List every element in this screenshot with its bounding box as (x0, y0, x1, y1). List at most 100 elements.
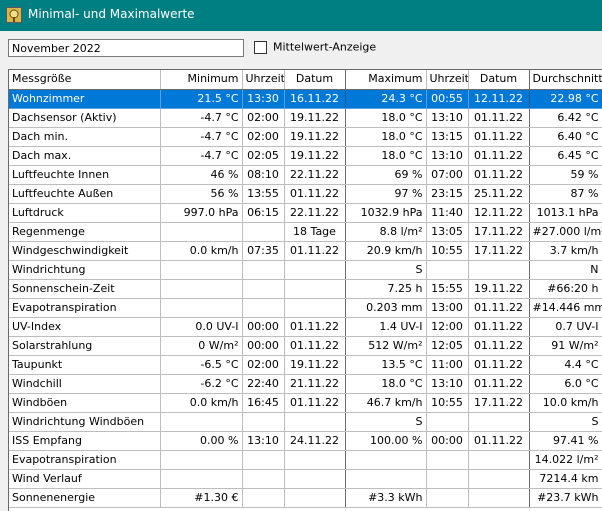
cell-min-date: 16.11.22 (284, 89, 346, 109)
table-row[interactable]: Luftdruck 997.0 hPa 06:15 22.11.22 1032.9 hP… (9, 203, 602, 223)
cell-maximum: 18.0 °C (345, 108, 427, 128)
cell-min-date (284, 412, 346, 432)
cell-max-time: 12:00 (426, 317, 469, 337)
cell-min-date: 01.11.22 (284, 184, 346, 204)
cell-max-date: 01.11.22 (468, 336, 530, 356)
cell-max-time: 07:00 (426, 165, 469, 185)
cell-maximum: 18.0 °C (345, 146, 427, 166)
table-row[interactable]: Wind Verlauf 7214.4 km (9, 469, 602, 489)
table-row[interactable]: Windböen 0.0 km/h 16:45 01.11.22 46.7 km/h 10… (9, 393, 602, 413)
cell-measure: Windrichtung (9, 260, 161, 280)
cell-max-time: 13:05 (426, 222, 469, 242)
cell-max-date: 01.11.22 (468, 374, 530, 394)
table-row[interactable]: Evapotranspiration 14.022 l/m² (9, 450, 602, 470)
cell-minimum (160, 260, 243, 280)
table-row[interactable]: ISS Empfang 0.00 % 13:10 24.11.22 100.00 % 00… (9, 431, 602, 451)
column-header-min-time[interactable]: Uhrzeit (242, 70, 285, 90)
cell-maximum: 1.4 UV-I (345, 317, 427, 337)
table-row[interactable]: Windrichtung Windböen S S (9, 412, 602, 432)
cell-minimum (160, 412, 243, 432)
cell-max-time: 11:00 (426, 355, 469, 375)
cell-min-time: 02:00 (242, 108, 285, 128)
cell-average: 4.4 °C (529, 355, 602, 375)
column-header-average[interactable]: Durchschnitt (529, 70, 602, 90)
cell-maximum: 100.00 % (345, 431, 427, 451)
table-row[interactable]: Evapotranspiration 0.203 mm 13:00 01.11.22 #… (9, 298, 602, 318)
cell-max-date: 01.11.22 (468, 165, 530, 185)
cell-min-date: 01.11.22 (284, 317, 346, 337)
column-header-max-time[interactable]: Uhrzeit (426, 70, 469, 90)
column-header-maximum[interactable]: Maximum (345, 70, 427, 90)
cell-min-time: 16:45 (242, 393, 285, 413)
cell-minimum (160, 279, 243, 299)
cell-max-time: 10:55 (426, 393, 469, 413)
table-row[interactable]: Dach max. -4.7 °C 02:05 19.11.22 18.0 °C 13:1… (9, 146, 602, 166)
cell-min-date: 19.11.22 (284, 108, 346, 128)
cell-max-time: 11:40 (426, 203, 469, 223)
table-row[interactable]: Dach min. -4.7 °C 02:00 19.11.22 18.0 °C 13:1… (9, 127, 602, 147)
cell-minimum: 0 W/m² (160, 336, 243, 356)
title-bar: Minimal- und Maximalwerte (0, 0, 602, 31)
column-header-measure[interactable]: Messgröße (9, 70, 161, 90)
table-row[interactable]: Sonnenenergie #1.30 € #3.3 kWh #23.7 kWh (9, 488, 602, 508)
cell-min-time: 00:00 (242, 317, 285, 337)
cell-average: 7214.4 km (529, 469, 602, 489)
cell-min-date (284, 488, 346, 508)
table-row[interactable]: UV-Index 0.0 UV-I 00:00 01.11.22 1.4 UV-I 12:… (9, 317, 602, 337)
cell-average: 91 W/m² (529, 336, 602, 356)
cell-min-date (284, 469, 346, 489)
average-toggle-label: Mittelwert-Anzeige (273, 40, 377, 54)
cell-min-time: 06:15 (242, 203, 285, 223)
table-row[interactable]: Luftfeuchte Innen 46 % 08:10 22.11.22 69 % 07… (9, 165, 602, 185)
table-row[interactable]: Sonnenschein-Zeit 7.25 h 15:55 19.11.22 #66:… (9, 279, 602, 299)
table-row[interactable]: Dachsensor (Aktiv) -4.7 °C 02:00 19.11.22 18… (9, 108, 602, 128)
cell-max-date: 25.11.22 (468, 184, 530, 204)
cell-maximum: 46.7 km/h (345, 393, 427, 413)
cell-min-date: 22.11.22 (284, 165, 346, 185)
cell-minimum: -6.2 °C (160, 374, 243, 394)
cell-min-date (284, 450, 346, 470)
table-header-row: Messgröße Minimum Uhrzeit Datum Maximum … (9, 70, 602, 90)
cell-average: 59 % (529, 165, 602, 185)
cell-max-time: 15:55 (426, 279, 469, 299)
table-row[interactable]: Solarstrahlung 0 W/m² 00:00 01.11.22 512 W/m… (9, 336, 602, 356)
cell-average: #14.446 mm (529, 298, 602, 318)
cell-maximum: #3.3 kWh (345, 488, 427, 508)
cell-max-date: 12.11.22 (468, 89, 530, 109)
cell-minimum: 21.5 °C (160, 89, 243, 109)
cell-minimum: -4.7 °C (160, 146, 243, 166)
cell-average: 97.41 % (529, 431, 602, 451)
cell-measure: Windchill (9, 374, 161, 394)
column-header-min-date[interactable]: Datum (284, 70, 346, 90)
cell-max-time: 10:55 (426, 241, 469, 261)
window-title: Minimal- und Maximalwerte (28, 7, 195, 21)
cell-min-date (284, 298, 346, 318)
cell-maximum: 512 W/m² (345, 336, 427, 356)
table-row[interactable]: Regenmenge 18 Tage 8.8 l/m² 13:05 17.11.22 #2… (9, 222, 602, 242)
average-toggle[interactable]: Mittelwert-Anzeige (254, 40, 376, 56)
cell-minimum (160, 298, 243, 318)
cell-measure: Dach min. (9, 127, 161, 147)
cell-minimum: -6.5 °C (160, 355, 243, 375)
column-header-minimum[interactable]: Minimum (160, 70, 243, 90)
statistics-grid[interactable]: Messgröße Minimum Uhrzeit Datum Maximum … (8, 69, 602, 511)
column-header-max-date[interactable]: Datum (468, 70, 530, 90)
cell-minimum: 0.0 km/h (160, 241, 243, 261)
table-row[interactable]: Windgeschwindigkeit 0.0 km/h 07:35 01.11.22… (9, 241, 602, 261)
cell-minimum: #1.30 € (160, 488, 243, 508)
cell-minimum: 46 % (160, 165, 243, 185)
table-row[interactable]: Windrichtung S N (9, 260, 602, 280)
month-input[interactable]: November 2022 (8, 39, 244, 57)
cell-average: S (529, 412, 602, 432)
cell-average: 6.45 °C (529, 146, 602, 166)
table-row[interactable]: Wohnzimmer 21.5 °C 13:30 16.11.22 24.3 °C 00:… (9, 89, 602, 109)
average-checkbox[interactable] (254, 40, 267, 54)
cell-average: 6.42 °C (529, 108, 602, 128)
table-row[interactable]: Windchill -6.2 °C 22:40 21.11.22 18.0 °C 13:1… (9, 374, 602, 394)
cell-max-date (468, 412, 530, 432)
table-row[interactable]: Luftfeuchte Außen 56 % 13:55 01.11.22 97 % 23… (9, 184, 602, 204)
cell-min-date (284, 260, 346, 280)
table-row[interactable]: Taupunkt -6.5 °C 02:00 19.11.22 13.5 °C 11:00… (9, 355, 602, 375)
cell-max-date: 17.11.22 (468, 222, 530, 242)
cell-measure: Solarstrahlung (9, 336, 161, 356)
